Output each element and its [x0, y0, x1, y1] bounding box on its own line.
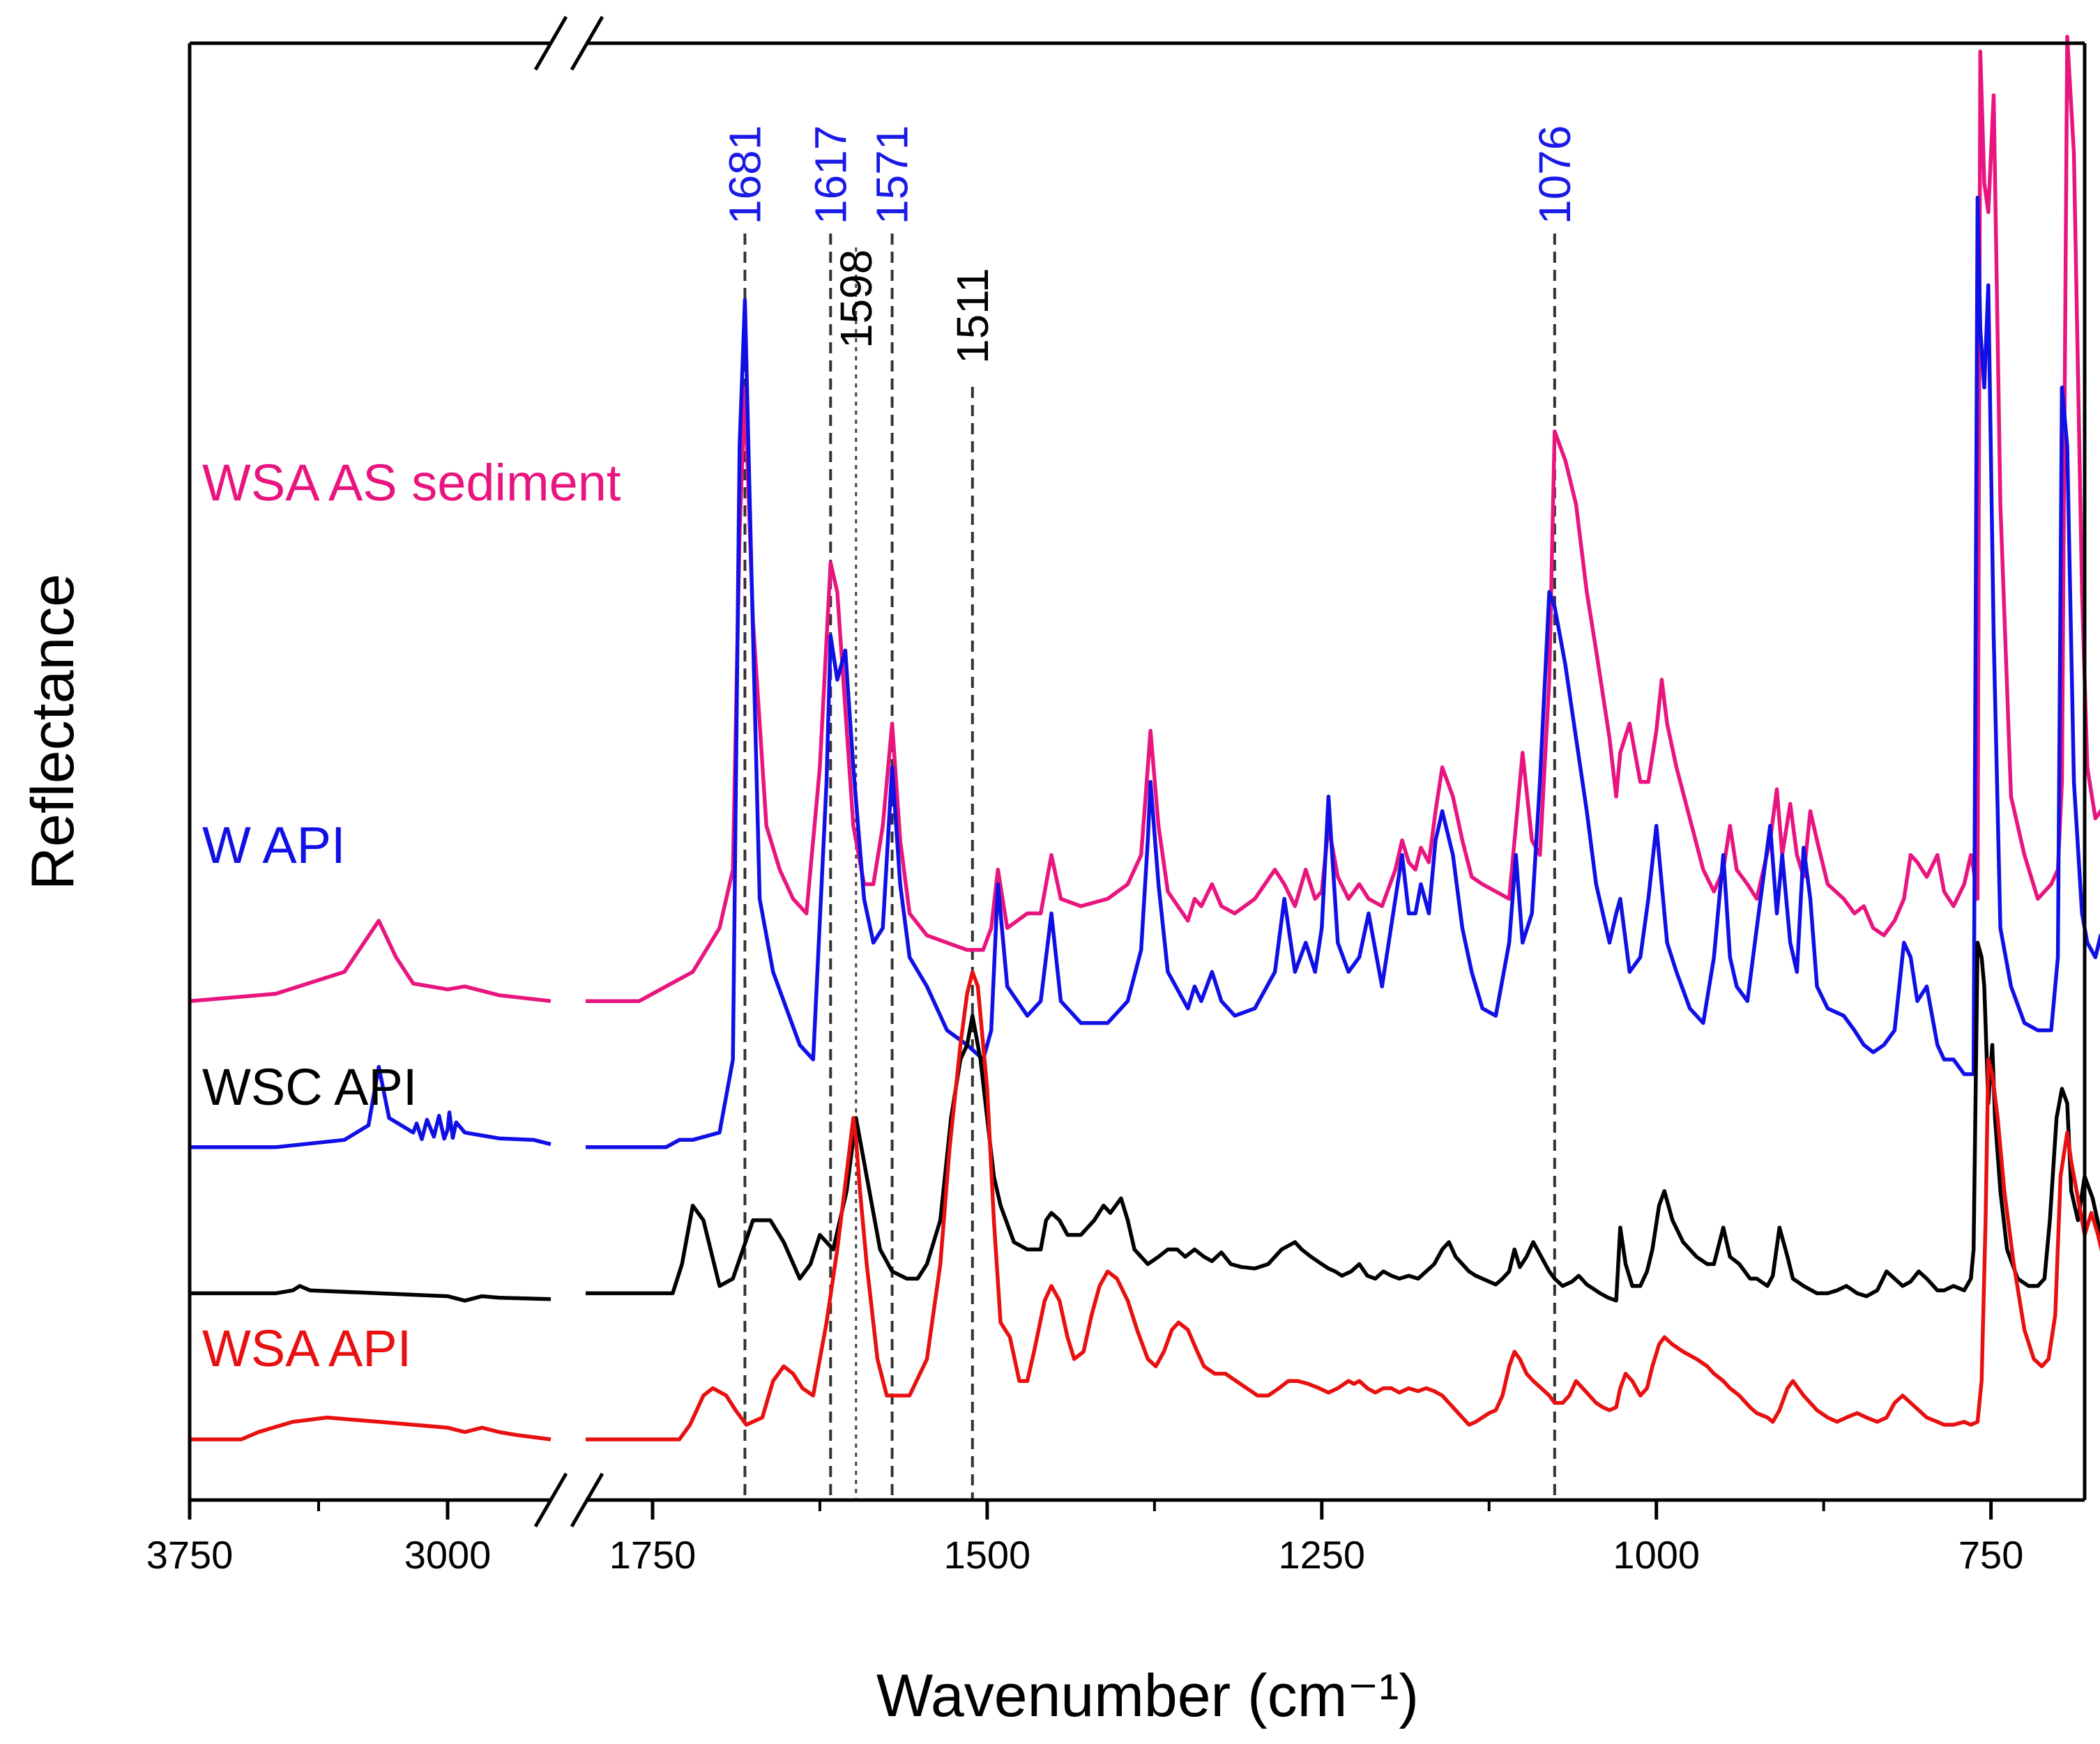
series-line-high: [190, 1284, 551, 1303]
series-line-low: [586, 970, 2100, 1441]
x-tick-label: 1750: [609, 1533, 697, 1577]
series-line-high: [190, 1415, 551, 1441]
series-line-low: [586, 940, 2100, 1303]
peak-label: 1571: [867, 125, 918, 224]
series-w-api: [190, 195, 2100, 1149]
peak-label: 1617: [805, 125, 855, 224]
x-tick-label: 750: [1958, 1533, 2023, 1577]
series-wsa-as-sediment: [189, 35, 2100, 1003]
peak-label: 1681: [720, 125, 770, 224]
x-tick-label: 3000: [404, 1533, 492, 1577]
break-slash: [533, 15, 568, 71]
x-axis-title: Wavenumber (cm⁻¹): [876, 1662, 1419, 1729]
break-slash: [533, 1472, 568, 1528]
axis-break-bottom-icon: [533, 1472, 604, 1528]
axis-break-top-icon: [533, 15, 604, 71]
series-wsa-api: [190, 970, 2100, 1441]
break-slash: [570, 1472, 604, 1528]
y-axis-title: Reflectance: [20, 574, 86, 890]
axes-layer: [188, 15, 2087, 1528]
series-label: WSC API: [202, 1058, 417, 1116]
series-line-high: [189, 919, 551, 1003]
series-label: WSA AS sediment: [202, 454, 621, 512]
x-tick-label: 1500: [944, 1533, 1031, 1577]
x-ticks: 3750 3000 1750 1500 1250 1000 750: [146, 1500, 2023, 1577]
peak-label: 1511: [948, 268, 998, 364]
peak-label: 1076: [1530, 125, 1580, 224]
series-label: W API: [202, 816, 346, 874]
series-wsc-api: [190, 940, 2100, 1303]
series-line-low: [586, 35, 2100, 1003]
peak-lines: 1681 1617 1571 1598 1511 1076: [720, 125, 1580, 1500]
x-tick-label: 3750: [146, 1533, 234, 1577]
series-layer: [189, 35, 2100, 1441]
break-slash: [570, 15, 604, 71]
series-line-high: [190, 1064, 551, 1149]
series-labels: WSA AS sediment W API WSC API WSA API: [202, 454, 621, 1377]
peak-label: 1598: [831, 250, 881, 349]
x-tick-label: 1250: [1279, 1533, 1366, 1577]
series-line-low: [586, 195, 2100, 1149]
x-tick-label: 1000: [1613, 1533, 1700, 1577]
series-label: WSA API: [202, 1320, 411, 1377]
